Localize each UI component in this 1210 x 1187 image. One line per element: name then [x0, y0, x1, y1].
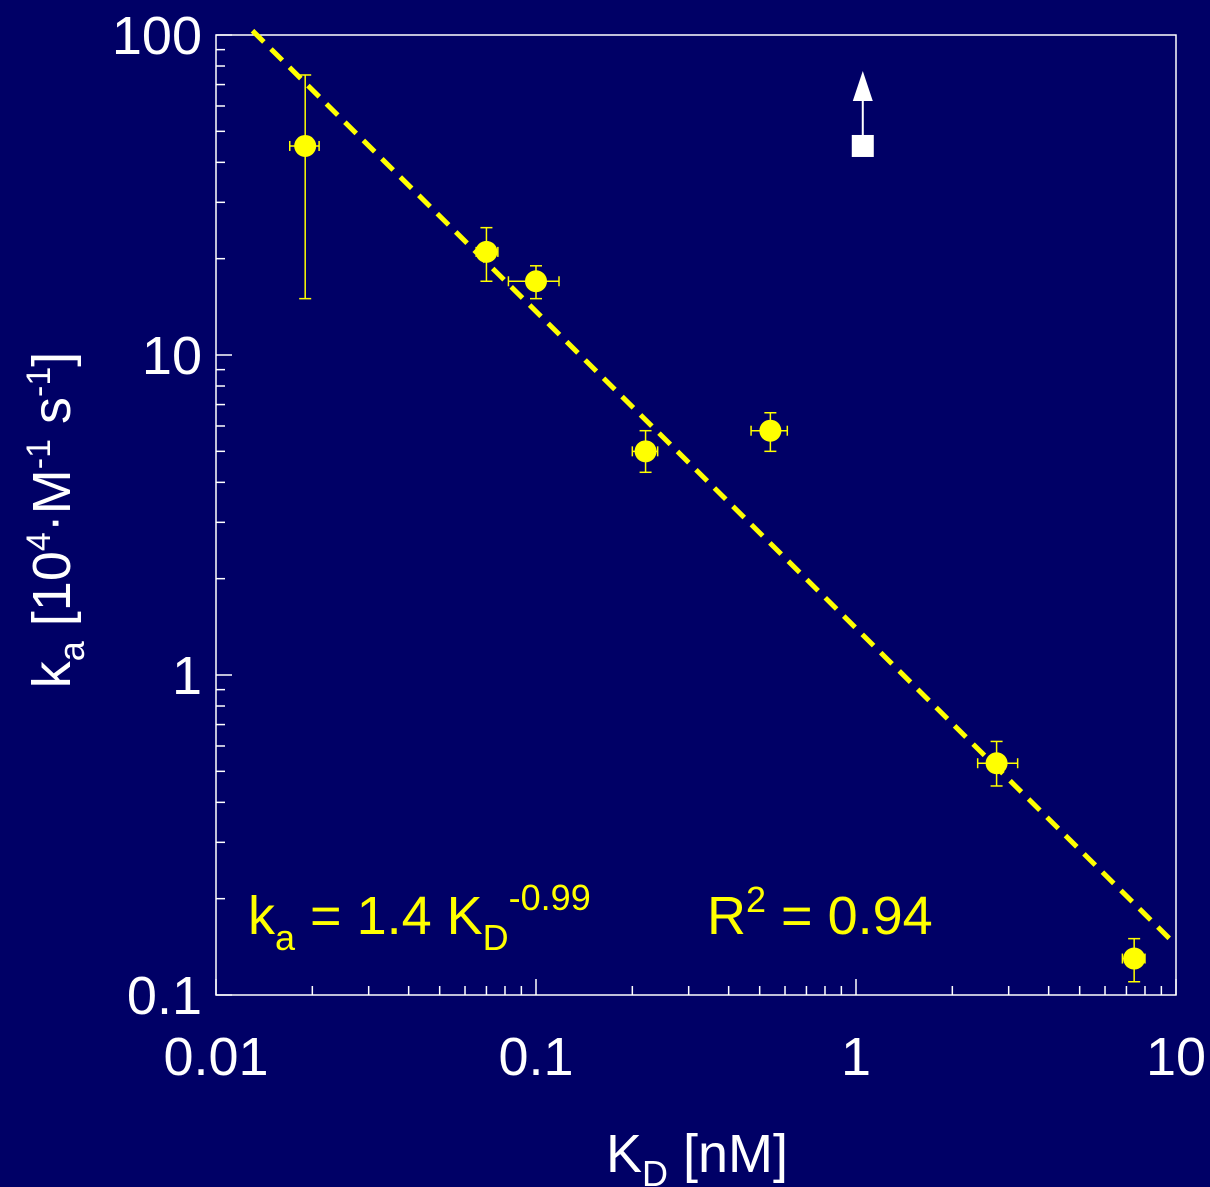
- x-axis-title: KD [nM]: [606, 1124, 788, 1187]
- y-tick-label: 10: [142, 326, 202, 386]
- x-tick-label: 0.1: [498, 1027, 573, 1087]
- data-point: [759, 419, 782, 442]
- data-point: [985, 752, 1008, 775]
- x-tick-label: 10: [1146, 1027, 1206, 1087]
- x-tick-label: 1: [841, 1027, 871, 1087]
- data-points: [294, 134, 1146, 970]
- minor-ticks: [216, 48, 1163, 995]
- r-squared: R2 = 0.94: [707, 879, 933, 946]
- y-tick-label: 100: [112, 6, 202, 66]
- data-point: [634, 440, 657, 463]
- data-point: [294, 134, 317, 157]
- plot-frame: [215, 34, 1177, 996]
- major-ticks: [215, 34, 1177, 996]
- y-tick-labels: 100 10 1 0.1: [112, 6, 202, 1026]
- fit-line: [250, 28, 1178, 947]
- x-tick-label: 0.01: [163, 1027, 268, 1087]
- square-marker: [851, 134, 874, 157]
- data-point: [1123, 947, 1146, 970]
- y-tick-label: 0.1: [127, 966, 202, 1026]
- y-axis-title: ka [104·M-1 s-1]: [20, 352, 92, 689]
- up-arrow-icon: [852, 70, 873, 101]
- lower-bound-marker: [851, 70, 874, 157]
- data-point: [525, 270, 547, 293]
- x-tick-labels: 0.01 0.1 1 10: [163, 1027, 1206, 1087]
- data-point: [475, 240, 498, 263]
- fit-equation: ka = 1.4 KD-0.99: [248, 877, 591, 958]
- y-tick-label: 1: [172, 646, 202, 706]
